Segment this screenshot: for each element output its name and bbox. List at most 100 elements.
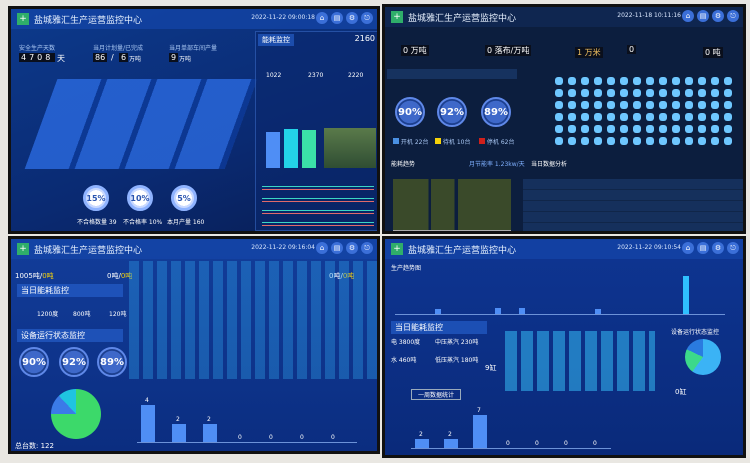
- machine-icon[interactable]: [633, 77, 641, 85]
- machine-icon[interactable]: [685, 113, 693, 121]
- machine-icon[interactable]: [711, 137, 719, 145]
- machine-icon[interactable]: [568, 77, 576, 85]
- machine-icon[interactable]: [633, 89, 641, 97]
- machine-icon[interactable]: [672, 125, 680, 133]
- exit-icon[interactable]: ⎋: [727, 10, 739, 22]
- machine-icon[interactable]: [646, 77, 654, 85]
- machine-icon[interactable]: [672, 101, 680, 109]
- machine-icon[interactable]: [633, 137, 641, 145]
- machine-icon[interactable]: [633, 113, 641, 121]
- machine-icon[interactable]: [685, 137, 693, 145]
- machine-icon[interactable]: [646, 137, 654, 145]
- machine-icon[interactable]: [646, 101, 654, 109]
- machine-icon[interactable]: [607, 101, 615, 109]
- home-icon[interactable]: ⌂: [682, 10, 694, 22]
- machine-icon[interactable]: [711, 101, 719, 109]
- machine-icon[interactable]: [594, 77, 602, 85]
- machine-icon[interactable]: [672, 113, 680, 121]
- machine-icon[interactable]: [672, 137, 680, 145]
- machine-icon[interactable]: [568, 137, 576, 145]
- machine-icon[interactable]: [659, 113, 667, 121]
- machine-icon[interactable]: [594, 125, 602, 133]
- machine-icon[interactable]: [711, 125, 719, 133]
- machine-icon[interactable]: [711, 113, 719, 121]
- machine-icon[interactable]: [724, 125, 732, 133]
- machine-icon[interactable]: [633, 125, 641, 133]
- report-icon[interactable]: ▤: [331, 242, 343, 254]
- machine-icon[interactable]: [646, 113, 654, 121]
- machine-icon[interactable]: [685, 125, 693, 133]
- machine-icon[interactable]: [685, 77, 693, 85]
- machine-icon[interactable]: [711, 89, 719, 97]
- machine-icon[interactable]: [607, 89, 615, 97]
- machine-icon[interactable]: [594, 89, 602, 97]
- machine-icon[interactable]: [581, 125, 589, 133]
- report-icon[interactable]: ▤: [697, 10, 709, 22]
- home-icon[interactable]: ⌂: [682, 242, 694, 254]
- machine-icon[interactable]: [607, 77, 615, 85]
- machine-icon[interactable]: [555, 137, 563, 145]
- machine-icon[interactable]: [607, 125, 615, 133]
- machine-icon[interactable]: [568, 89, 576, 97]
- machine-icon[interactable]: [581, 89, 589, 97]
- machine-icon[interactable]: [685, 89, 693, 97]
- settings-icon[interactable]: ⚙: [712, 10, 724, 22]
- exit-icon[interactable]: ⎋: [361, 12, 373, 24]
- machine-icon[interactable]: [724, 113, 732, 121]
- machine-icon[interactable]: [685, 101, 693, 109]
- home-icon[interactable]: ⌂: [316, 12, 328, 24]
- report-icon[interactable]: ▤: [331, 12, 343, 24]
- settings-icon[interactable]: ⚙: [346, 242, 358, 254]
- machine-icon[interactable]: [646, 125, 654, 133]
- report-icon[interactable]: ▤: [697, 242, 709, 254]
- machine-icon[interactable]: [581, 101, 589, 109]
- machine-icon[interactable]: [698, 113, 706, 121]
- machine-icon[interactable]: [659, 137, 667, 145]
- machine-icon[interactable]: [620, 89, 628, 97]
- machine-icon[interactable]: [633, 101, 641, 109]
- settings-icon[interactable]: ⚙: [712, 242, 724, 254]
- machine-icon[interactable]: [607, 113, 615, 121]
- machine-icon[interactable]: [724, 77, 732, 85]
- machine-icon[interactable]: [581, 77, 589, 85]
- machine-icon[interactable]: [568, 101, 576, 109]
- machine-icon[interactable]: [659, 101, 667, 109]
- factory-3d-map[interactable]: [24, 79, 258, 169]
- machine-icon[interactable]: [568, 113, 576, 121]
- machine-icon[interactable]: [594, 137, 602, 145]
- machine-icon[interactable]: [620, 137, 628, 145]
- machine-icon[interactable]: [659, 125, 667, 133]
- machine-icon[interactable]: [698, 77, 706, 85]
- machine-icon[interactable]: [698, 101, 706, 109]
- machine-icon[interactable]: [555, 125, 563, 133]
- machine-icon[interactable]: [646, 89, 654, 97]
- machine-icon[interactable]: [659, 77, 667, 85]
- machine-icon[interactable]: [711, 77, 719, 85]
- machine-icon[interactable]: [581, 137, 589, 145]
- machine-icon[interactable]: [620, 77, 628, 85]
- machine-icon[interactable]: [620, 113, 628, 121]
- machine-icon[interactable]: [698, 125, 706, 133]
- machine-icon[interactable]: [620, 125, 628, 133]
- machine-icon[interactable]: [659, 89, 667, 97]
- machine-icon[interactable]: [555, 101, 563, 109]
- machine-icon[interactable]: [555, 77, 563, 85]
- machine-icon[interactable]: [607, 137, 615, 145]
- machine-layout[interactable]: [129, 261, 377, 379]
- machine-icon[interactable]: [620, 101, 628, 109]
- machine-icon[interactable]: [698, 137, 706, 145]
- machine-icon[interactable]: [672, 77, 680, 85]
- machine-icon[interactable]: [724, 101, 732, 109]
- machine-icon[interactable]: [724, 137, 732, 145]
- settings-icon[interactable]: ⚙: [346, 12, 358, 24]
- machine-icon[interactable]: [724, 89, 732, 97]
- machine-icon[interactable]: [594, 101, 602, 109]
- exit-icon[interactable]: ⎋: [727, 242, 739, 254]
- machine-icon[interactable]: [555, 113, 563, 121]
- machine-icon[interactable]: [555, 89, 563, 97]
- machine-icon[interactable]: [672, 89, 680, 97]
- machine-icon[interactable]: [581, 113, 589, 121]
- home-icon[interactable]: ⌂: [316, 242, 328, 254]
- machine-icon[interactable]: [594, 113, 602, 121]
- machine-icon[interactable]: [698, 89, 706, 97]
